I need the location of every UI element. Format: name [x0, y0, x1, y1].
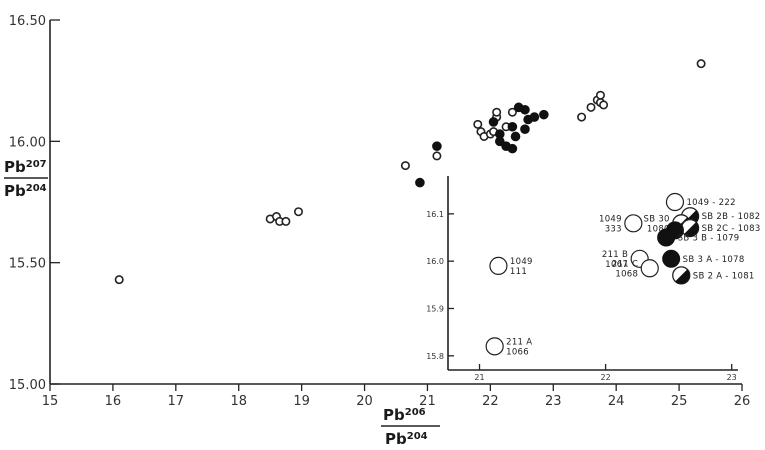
x-tick-label: 26 [734, 394, 751, 409]
data-point-filled [507, 143, 518, 154]
y-label-numerator: Pb207 [4, 158, 47, 176]
data-point-open [281, 216, 291, 226]
data-point-open [586, 102, 596, 112]
x-tick-label: 18 [230, 394, 247, 409]
y-tick-label: 15.50 [9, 257, 46, 272]
y-tick-label: 16.50 [9, 14, 46, 29]
inset-point-label: SB 30 [644, 214, 670, 224]
data-point-open [577, 112, 587, 122]
inset-point-label: 211 A [506, 337, 532, 347]
inset-point-label: 111 [510, 267, 527, 277]
inset-point-label: 211 B [602, 250, 628, 260]
inset-point-label: SB 2C - 1083 [702, 224, 761, 234]
inset-y-tick-label: 16.1 [426, 210, 444, 219]
inset-x-ticks: 21 22 23 [474, 364, 737, 382]
inset-x-tick-label: 22 [601, 373, 611, 382]
inset-point-filled [662, 249, 681, 268]
inset-point-open [489, 256, 508, 276]
inset-point-label: SB 2B - 1082 [702, 212, 761, 222]
inset-point-label: 1080 [647, 224, 670, 234]
data-point-open [595, 90, 605, 100]
data-point-filled [495, 136, 505, 147]
main-plot: 15 16 17 18 19 20 21 22 23 24 25 26 15.00 15.50 16.00… [9, 14, 750, 409]
data-point-open [293, 207, 303, 217]
data-point-open [114, 275, 124, 285]
inset-point-open [640, 259, 659, 278]
data-point-open [507, 107, 517, 117]
data-point-open [492, 107, 502, 117]
y-label-denominator: Pb204 [4, 182, 47, 200]
inset-point-label: SB 2 A - 1081 [693, 271, 755, 281]
x-tick-label: 16 [105, 394, 122, 409]
inset-point-label: 1049 [510, 257, 533, 267]
inset-point-label: 1068 [615, 269, 638, 279]
inset-point-open [665, 192, 685, 212]
data-point-filled [432, 141, 442, 151]
data-point-filled [507, 121, 518, 132]
inset-point-label: 1067 [605, 260, 628, 270]
main-points [114, 59, 706, 285]
inset-y-ticks: 15.8 15.9 16.0 16.1 [426, 210, 454, 361]
data-point-open [400, 161, 410, 171]
inset-point-open [624, 214, 643, 233]
inset-point-label: 1049 - 222 [686, 198, 735, 208]
x-tick-label: 23 [545, 394, 562, 409]
x-tick-label: 17 [168, 394, 185, 409]
data-point-filled [529, 112, 540, 122]
inset-point-half [672, 266, 691, 285]
inset-point-label: 1049 [599, 214, 622, 224]
data-point-filled [520, 104, 530, 115]
inset-point-label: 1066 [506, 347, 529, 357]
x-tick-label: 20 [356, 394, 373, 409]
inset-point-label: SB 3 A - 1078 [683, 255, 745, 265]
y-axis-label: Pb207 Pb204 [4, 158, 48, 200]
data-point-open [432, 151, 442, 161]
inset-point-open [485, 337, 504, 356]
inset-x-tick-label: 21 [474, 373, 484, 382]
y-ticks: 15.00 15.50 16.00 16.50 [9, 14, 60, 393]
x-tick-label: 25 [671, 394, 688, 409]
x-tick-label: 19 [293, 394, 310, 409]
data-point-filled [539, 109, 549, 120]
x-tick-label: 15 [42, 394, 59, 409]
inset-y-tick-label: 15.9 [426, 304, 444, 313]
x-ticks: 15 16 17 18 19 20 21 22 23 24 25 26 [42, 384, 751, 409]
x-axis-label: Pb206 Pb204 [381, 406, 440, 448]
inset-point-half [680, 218, 700, 238]
y-tick-label: 15.00 [9, 378, 46, 393]
inset-point-filled [657, 228, 676, 247]
x-label-numerator: Pb206 [383, 406, 426, 424]
y-tick-label: 16.00 [9, 135, 46, 150]
data-point-filled [488, 117, 499, 127]
data-point-filled [415, 177, 425, 188]
x-tick-label: 21 [419, 394, 436, 409]
inset-point-label: 211 C [612, 259, 638, 269]
data-point-filled [520, 124, 530, 134]
data-point-filled [510, 131, 521, 142]
inset-y-tick-label: 15.8 [426, 352, 444, 361]
data-point-open [696, 59, 706, 69]
data-point-open [473, 119, 483, 129]
x-tick-label: 22 [482, 394, 499, 409]
inset-point-label: 333 [605, 224, 622, 234]
inset-x-tick-label: 23 [727, 373, 737, 382]
inset-y-tick-label: 16.0 [426, 257, 444, 266]
x-tick-label: 24 [608, 394, 625, 409]
inset-point-label: SB 3 B - 1079 [678, 234, 740, 244]
x-label-denominator: Pb204 [385, 430, 428, 448]
data-point-open [599, 100, 609, 110]
